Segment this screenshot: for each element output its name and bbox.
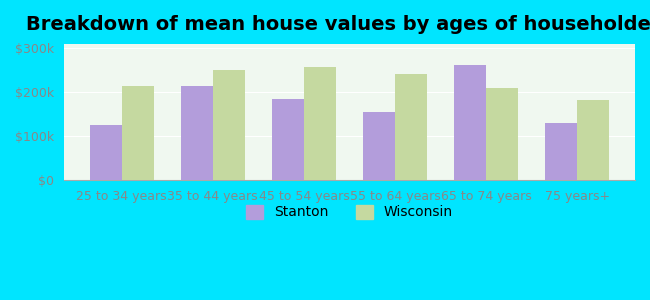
- Legend: Stanton, Wisconsin: Stanton, Wisconsin: [240, 199, 458, 225]
- Bar: [90, 125, 122, 180]
- Bar: [272, 99, 304, 180]
- Bar: [181, 86, 213, 180]
- Bar: [363, 112, 395, 180]
- Bar: [213, 70, 244, 180]
- Bar: [395, 74, 427, 180]
- Bar: [122, 86, 153, 180]
- Title: Breakdown of mean house values by ages of householders: Breakdown of mean house values by ages o…: [27, 15, 650, 34]
- Bar: [304, 67, 336, 180]
- Bar: [454, 65, 486, 180]
- Bar: [577, 100, 609, 180]
- Bar: [545, 123, 577, 180]
- Bar: [486, 88, 518, 180]
